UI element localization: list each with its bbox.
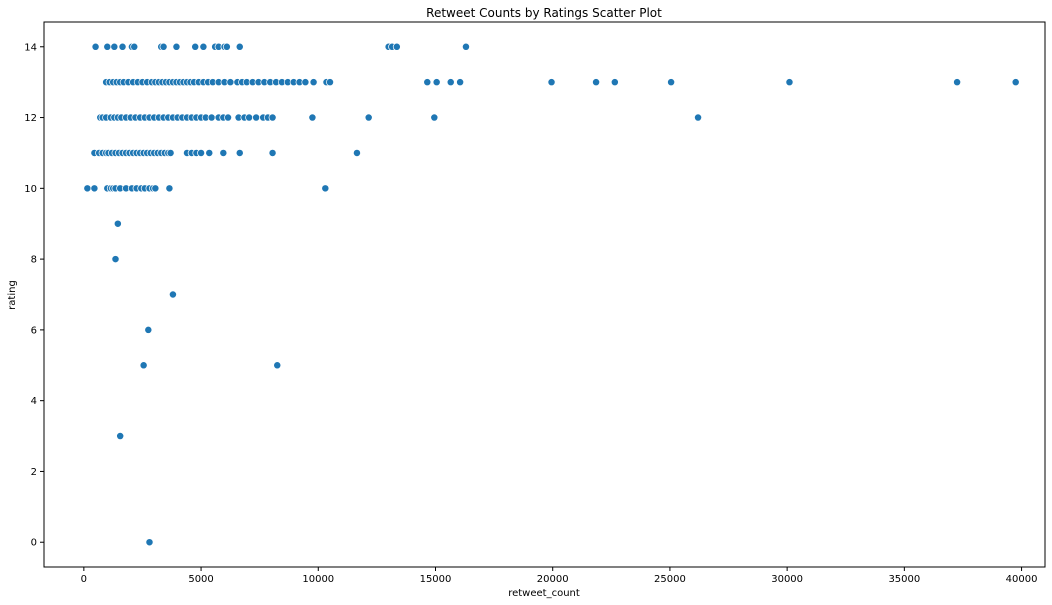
y-axis-title: rating [7,280,18,310]
scatter-point [199,42,208,51]
scatter-point [321,184,330,193]
scatter-point [326,78,334,87]
scatter-point [111,255,120,264]
scatter-point [168,290,177,299]
scatter-point [226,78,235,87]
scatter-point [268,148,277,157]
scatter-point [547,78,556,87]
y-tick-label: 6 [31,325,37,336]
y-tick-label: 2 [31,467,37,478]
x-tick-label: 35000 [888,574,920,585]
scatter-point [392,42,401,51]
y-axis: 0 2 4 6 8 10 12 14 [24,42,44,549]
scatter-point [592,78,601,87]
scatter-point [353,148,361,157]
scatter-point [172,42,181,51]
scatter-point [446,78,455,87]
scatter-point [118,42,127,51]
scatter-point [245,113,254,122]
scatter-point [309,78,318,87]
scatter-point [430,113,439,122]
scatter-point [103,42,112,51]
scatter-point [90,184,99,193]
scatter-point [456,78,465,87]
scatter-point [151,184,160,193]
y-tick-label: 14 [24,42,37,53]
scatter-point [83,184,92,193]
scatter-point [610,78,619,87]
scatter-point [205,148,214,157]
scatter-point [235,148,244,157]
x-tick-label: 40000 [1006,574,1038,585]
scatter-point [953,78,962,87]
scatter-point [785,78,794,87]
scatter-point [191,42,200,51]
x-tick-label: 20000 [537,574,569,585]
scatter-point [308,113,317,122]
scatter-point [224,113,232,122]
scatter-point [301,78,310,87]
scatter-point [462,42,470,51]
x-axis: 0 5000 10000 15000 20000 25000 30000 35000 40000 [81,567,1038,585]
scatter-point [423,78,432,87]
scatter-point [667,78,676,87]
y-tick-label: 10 [24,184,37,195]
scatter-point [1011,78,1020,87]
scatter-point [219,148,228,157]
y-tick-label: 0 [31,538,37,549]
x-tick-label: 30000 [771,574,803,585]
scatter-point [91,42,100,51]
y-tick-label: 8 [31,255,37,266]
scatter-point [207,113,216,122]
scatter-point [144,325,153,334]
x-tick-label: 15000 [420,574,452,585]
points-layer [83,42,1020,547]
scatter-point [235,42,244,51]
scatter-point [166,148,175,157]
scatter-point [145,538,154,547]
x-tick-label: 0 [81,574,87,585]
x-tick-label: 25000 [654,574,686,585]
scatter-point [694,113,702,122]
scatter-point [130,42,139,51]
y-tick-label: 4 [31,396,37,407]
scatter-point [110,42,119,51]
x-tick-label: 5000 [188,574,213,585]
scatter-point [197,148,206,157]
chart-title: Retweet Counts by Ratings Scatter Plot [426,6,662,20]
scatter-point [165,184,174,193]
scatter-point [116,432,125,441]
y-tick-label: 12 [24,113,37,124]
scatter-point [159,42,168,51]
scatter-point [139,361,148,370]
scatter-point [222,42,231,51]
x-tick-label: 10000 [302,574,334,585]
plot-frame [43,21,1046,568]
scatter-point [268,113,277,122]
x-axis-title: retweet_count [508,588,580,599]
scatter-point [432,78,441,87]
scatter-point [273,361,282,370]
scatter-point [252,113,261,122]
scatter-point [113,219,122,228]
scatter-point [364,113,373,122]
